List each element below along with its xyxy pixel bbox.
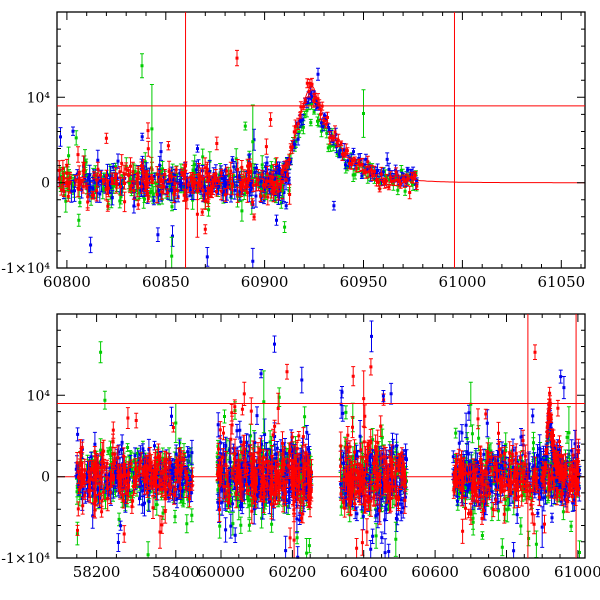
- x-tick-label: 60800: [43, 273, 91, 291]
- x-tick-label: 61050: [537, 273, 585, 291]
- cursor-lines: [57, 314, 585, 558]
- axes-frame: 60800 60850 60900 60950 61000 61050 -1×10⁴ 0 10⁴: [1, 11, 586, 291]
- y-tick-label: 0: [41, 470, 50, 486]
- y-tick-label: -1×10⁴: [1, 551, 50, 567]
- cursor-lines: [57, 12, 585, 268]
- y-tick-label: 0: [41, 176, 50, 192]
- x-tick-label: 60800: [483, 563, 531, 581]
- top-light-curve-panel: 60800 60850 60900 60950 61000 61050 -1×10⁴ 0 10⁴: [1, 11, 586, 291]
- data-points: [57, 49, 419, 269]
- y-tick-label: 10⁴: [27, 388, 51, 404]
- x-tick-label: 58200: [73, 563, 121, 581]
- data-points: [74, 320, 582, 559]
- y-tick-label: 10⁴: [27, 90, 51, 106]
- x-tick-label: 60600: [411, 563, 459, 581]
- x-tick-label: 60000: [197, 563, 245, 581]
- x-tick-label: 60950: [340, 273, 388, 291]
- x-tick-label: 61000: [554, 563, 600, 581]
- y-tick-label: -1×10⁴: [1, 261, 50, 277]
- x-tick-label: 58400: [152, 563, 200, 581]
- x-tick-label: 61000: [439, 273, 487, 291]
- x-tick-label: 60400: [340, 563, 388, 581]
- x-tick-label: 60900: [241, 273, 289, 291]
- x-tick-label: 60200: [269, 563, 317, 581]
- x-tick-label: 60850: [142, 273, 190, 291]
